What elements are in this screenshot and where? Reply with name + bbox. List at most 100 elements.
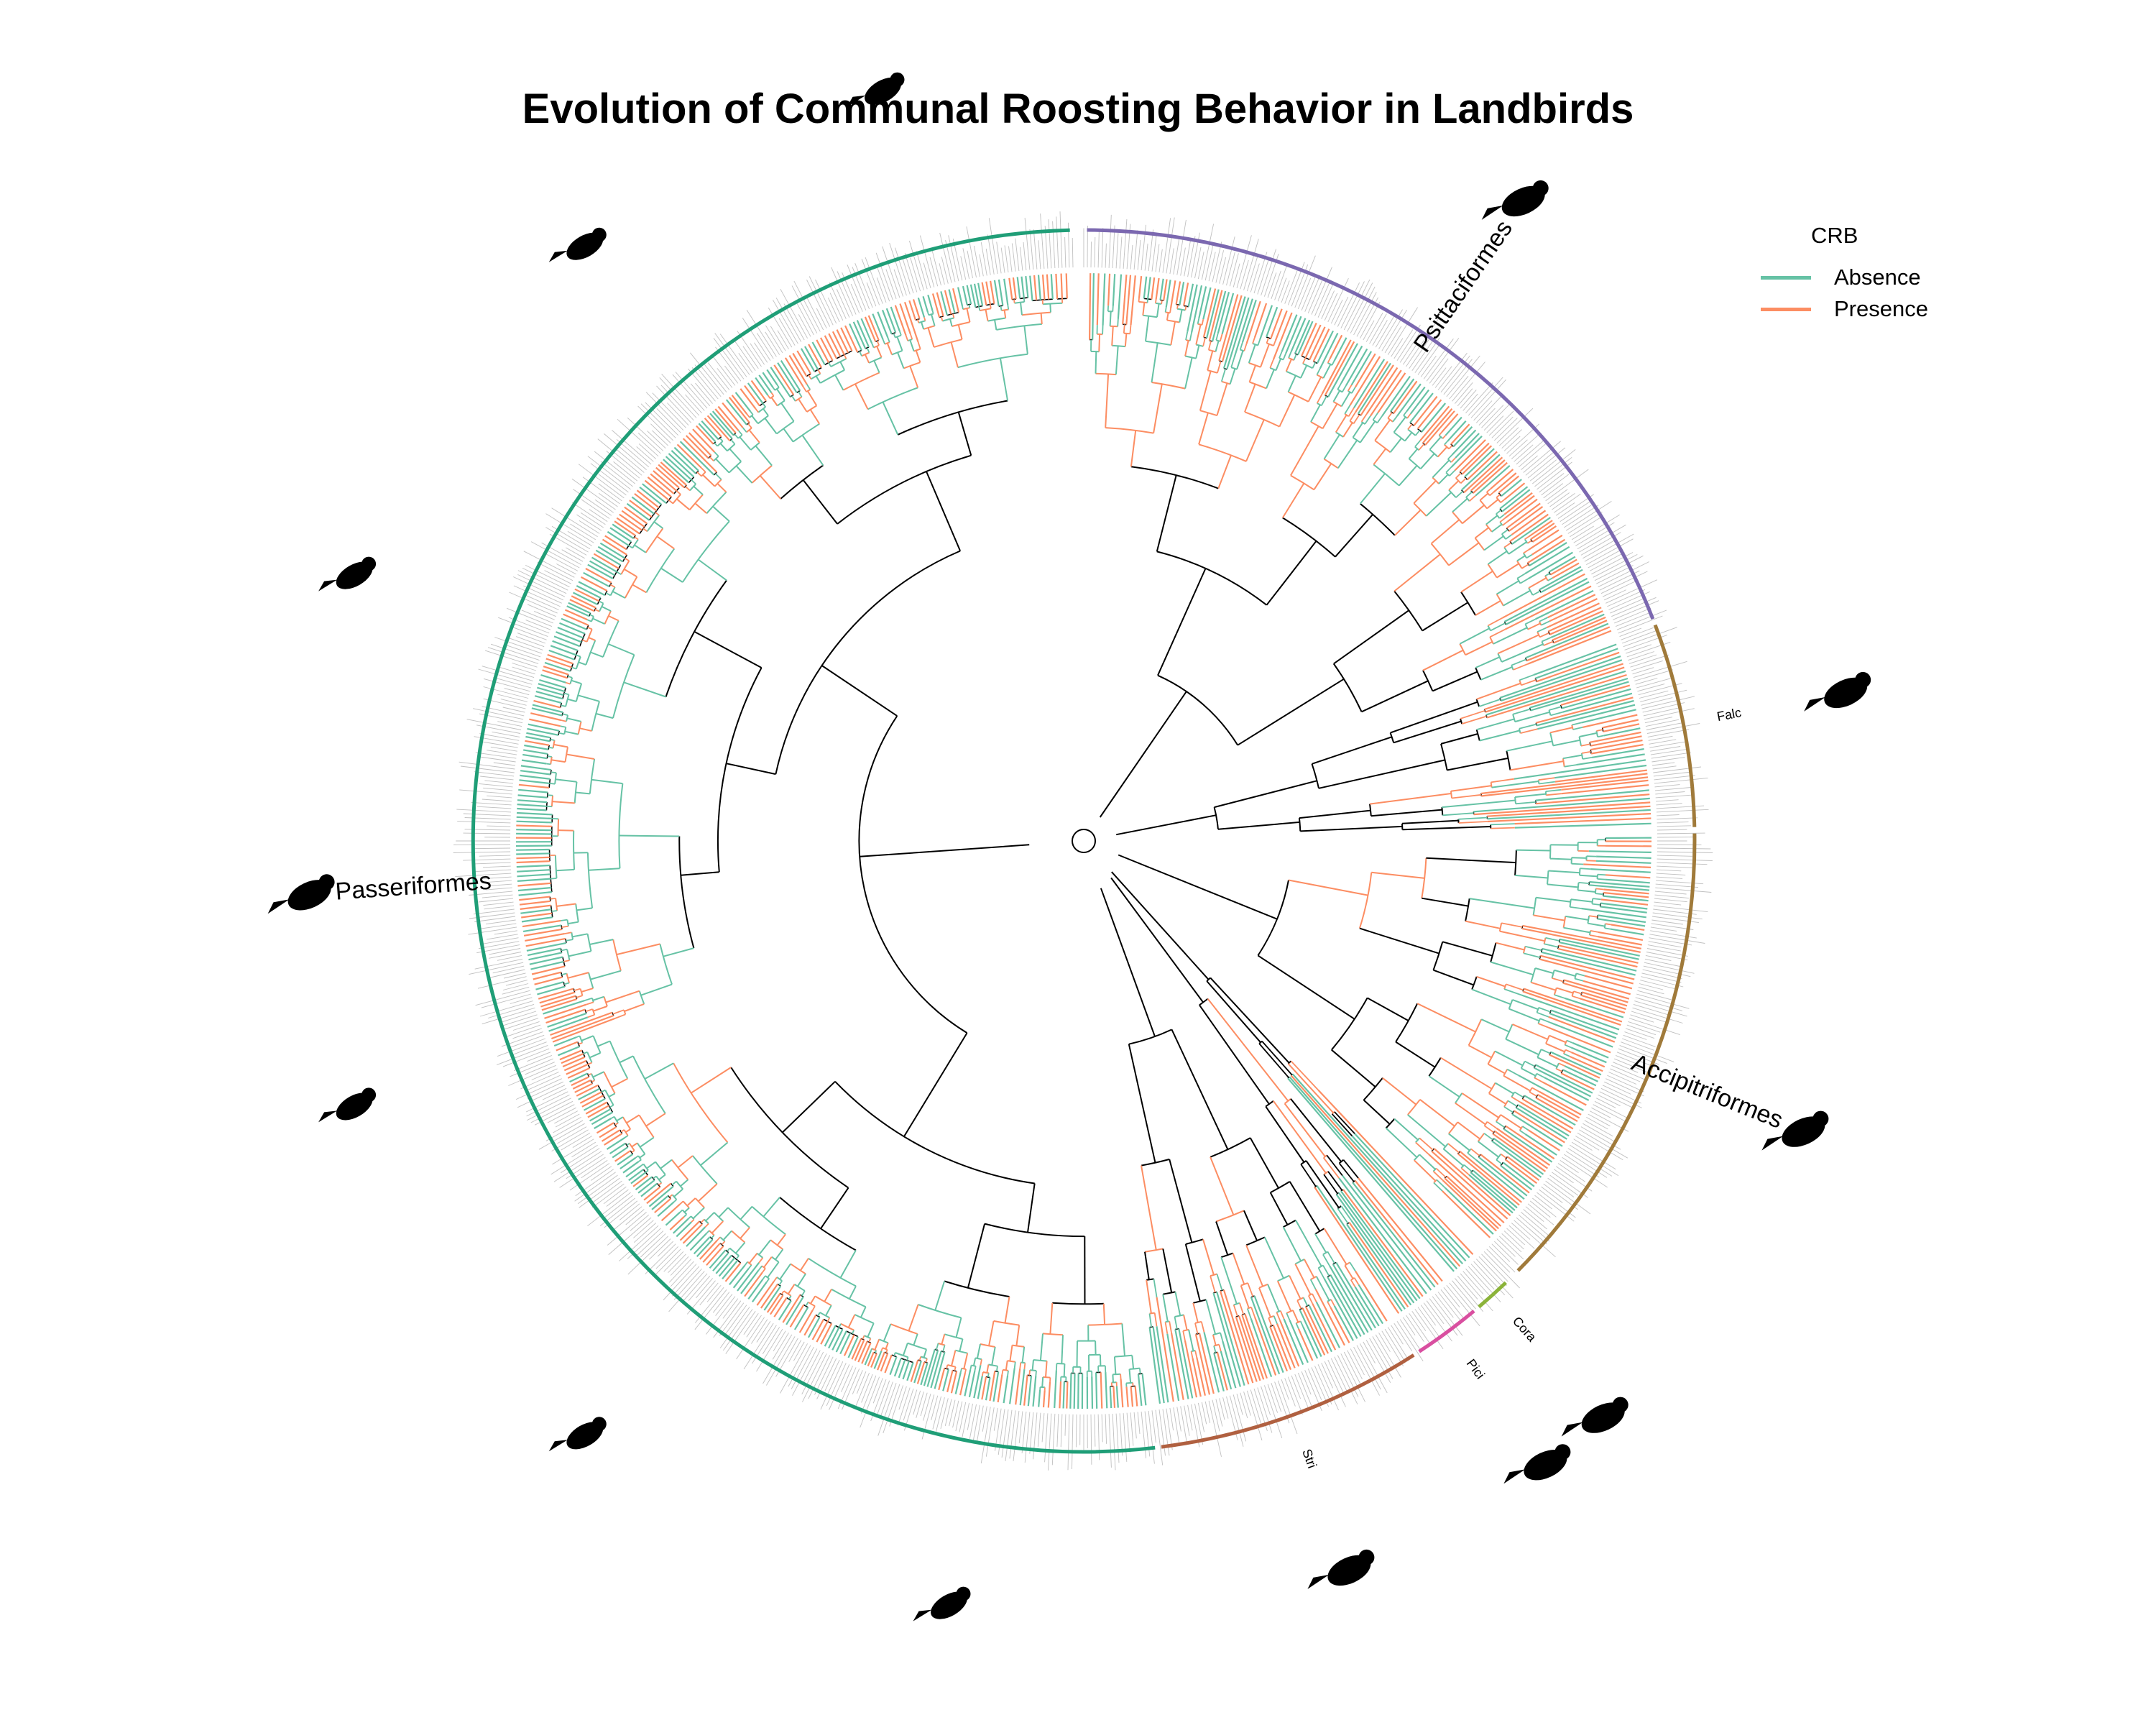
- tip-branch: [642, 483, 667, 504]
- clade-labels: PsittaciformesFalcAccipitriformesCoraPic…: [334, 216, 1787, 1471]
- branch-stem: [593, 1006, 608, 1012]
- branch-stem: [1399, 465, 1418, 487]
- tip-branch: [1353, 359, 1386, 408]
- tip-branch: [630, 1172, 647, 1184]
- tip-branch: [1527, 551, 1573, 580]
- branch-stem: [886, 343, 893, 355]
- branch-stem: [1153, 384, 1163, 433]
- branch-stem: [1128, 1368, 1132, 1384]
- branch-stem: [1290, 1098, 1342, 1162]
- tip-label: [1015, 238, 1020, 272]
- branch-stem: [655, 511, 660, 516]
- branch-stem: [1414, 1159, 1437, 1182]
- tip-branch: [1528, 520, 1553, 538]
- tip-branch: [1191, 285, 1203, 333]
- tip-label: [766, 1336, 796, 1386]
- branch-stem: [668, 1194, 673, 1198]
- tip-branch: [1552, 562, 1580, 579]
- branch-stem: [589, 614, 594, 617]
- branch-stem: [1529, 1091, 1537, 1097]
- branch-stem: [1496, 1159, 1503, 1165]
- tip-branch: [534, 976, 563, 985]
- branch-stem: [1364, 415, 1371, 425]
- tip-label: [1654, 894, 1689, 899]
- tip-label: [1562, 1156, 1608, 1188]
- branch-stem: [1372, 412, 1378, 420]
- tip-branch: [1492, 1133, 1547, 1172]
- tip-branch: [1475, 464, 1511, 497]
- tip-label: [1657, 822, 1689, 824]
- tip-label: [1187, 1404, 1193, 1431]
- tip-label: [1614, 607, 1651, 624]
- tip-label: [1294, 255, 1316, 308]
- tip-label: [1414, 337, 1440, 373]
- tip-label: [1187, 236, 1196, 277]
- tip-branch: [517, 886, 552, 892]
- tip-label: [571, 502, 606, 525]
- tip-label: [783, 303, 805, 341]
- branch-stem: [1305, 1160, 1340, 1208]
- tip-branch: [1542, 947, 1637, 972]
- branch-arc: [1213, 806, 1219, 829]
- branch-stem: [812, 1305, 816, 1311]
- tip-branch: [516, 856, 550, 860]
- tip-branch: [1350, 1220, 1412, 1306]
- tip-branch: [1219, 1290, 1250, 1385]
- tip-branch: [1109, 1386, 1112, 1409]
- tip-branch: [857, 1340, 868, 1363]
- tip-label: [944, 1399, 952, 1427]
- tip-label: [1648, 941, 1682, 948]
- tip-branch: [574, 588, 600, 602]
- tip-label: [1059, 211, 1063, 268]
- tip-branch: [520, 904, 551, 910]
- tip-label: [1626, 644, 1651, 654]
- tip-branch: [824, 1325, 837, 1347]
- tip-branch: [1272, 312, 1293, 360]
- tip-label: [627, 417, 664, 451]
- tip-branch: [769, 1294, 784, 1315]
- branch-stem: [1413, 480, 1437, 504]
- tip-branch: [1610, 928, 1644, 936]
- branch-stem: [601, 1089, 606, 1093]
- tip-label: [502, 707, 525, 713]
- tip-label: [480, 876, 512, 880]
- branch-stem: [596, 712, 614, 719]
- branch-arc: [837, 454, 972, 525]
- branch-stem: [820, 1187, 849, 1229]
- branch-stem: [660, 1159, 673, 1169]
- tip-branch: [784, 357, 804, 387]
- branch-stem: [686, 1197, 696, 1207]
- tip-branch: [686, 435, 709, 459]
- branch-stem: [1524, 1060, 1536, 1067]
- tip-label: [742, 346, 759, 369]
- tip-branch: [973, 283, 980, 307]
- tip-branch: [1487, 809, 1651, 820]
- branch-stem: [1539, 781, 1556, 785]
- tip-branch: [636, 489, 660, 509]
- tip-label: [959, 1402, 967, 1432]
- branch-stem: [1407, 423, 1413, 430]
- tip-label: [1602, 580, 1637, 597]
- tip-label: [1532, 1197, 1557, 1218]
- branch-arc: [871, 1348, 877, 1351]
- tip-branch: [1354, 1179, 1439, 1285]
- tip-label: [543, 553, 579, 571]
- branch-stem: [893, 333, 896, 338]
- branch-stem: [577, 694, 600, 702]
- tip-label: [976, 1405, 984, 1444]
- branch-stem: [917, 341, 921, 349]
- tip-branch: [597, 546, 624, 563]
- branch-arc: [555, 898, 558, 911]
- tip-label: [831, 267, 853, 316]
- tip-label: [494, 637, 542, 654]
- branch-stem: [1338, 1162, 1355, 1182]
- branch-stem: [1250, 1307, 1256, 1318]
- tip-label: [1197, 1402, 1205, 1432]
- tip-branch: [545, 658, 572, 668]
- branch-stem: [1486, 1121, 1498, 1129]
- branch-arc: [1560, 704, 1562, 709]
- branch-stem: [806, 384, 811, 390]
- branch-arc: [646, 515, 660, 532]
- branch-stem: [1373, 448, 1387, 465]
- branch-arc: [1541, 641, 1544, 646]
